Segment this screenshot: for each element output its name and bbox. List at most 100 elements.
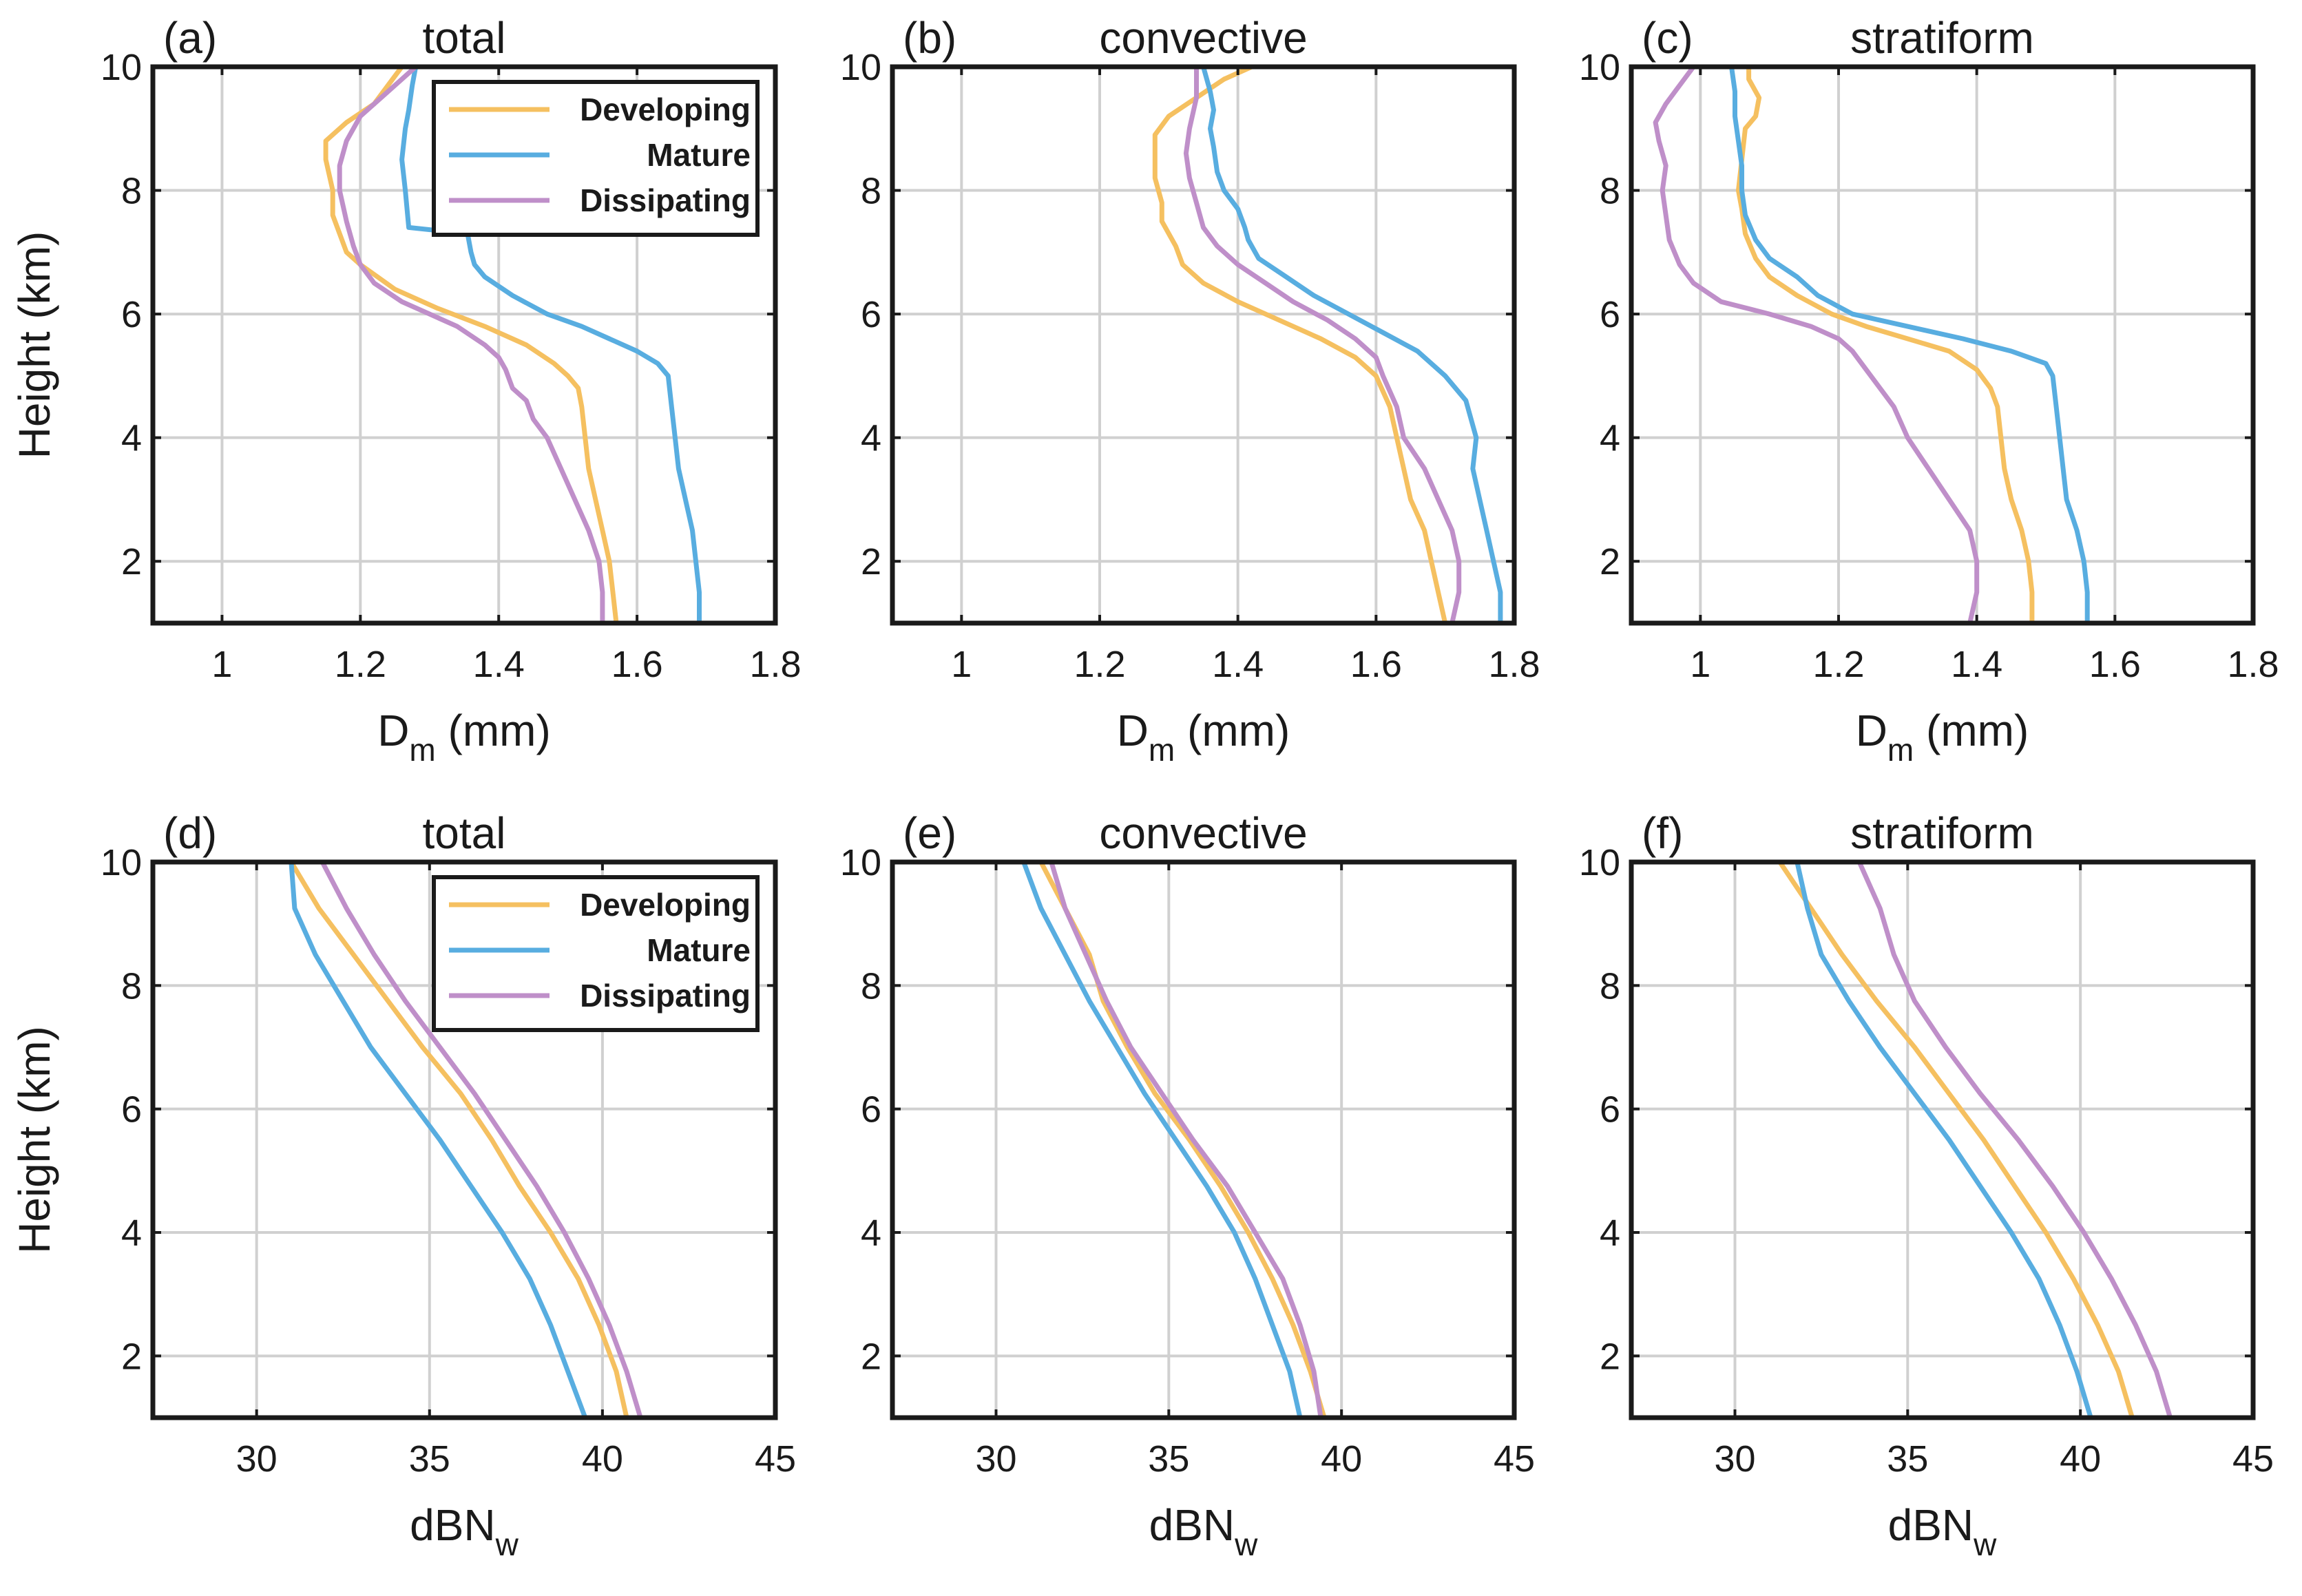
y-tick-label: 8 xyxy=(121,171,142,212)
panel-f: 30 35 40 45 2 4 6 8 10 (f) stratiform dBNw xyxy=(1579,808,2274,1562)
x-axis-label: dBNw xyxy=(1149,1500,1259,1562)
y-axis-label: Height (km) xyxy=(10,1026,59,1254)
x-tick-label: 30 xyxy=(236,1438,278,1480)
x-axis-label: Dm (mm) xyxy=(377,706,551,768)
panel-title: total xyxy=(423,808,506,858)
y-tick-label: 6 xyxy=(861,1089,881,1131)
x-tick-label: 40 xyxy=(1321,1438,1362,1480)
x-axis-label: dBNw xyxy=(1888,1500,1998,1562)
panel-label: (d) xyxy=(163,808,217,858)
y-tick-label: 6 xyxy=(1600,294,1620,335)
y-tick-label: 4 xyxy=(861,1212,881,1254)
x-tick-label: 1 xyxy=(1690,644,1710,685)
plot-area xyxy=(1631,862,2253,1418)
x-tick-label: 1.6 xyxy=(2089,644,2141,685)
x-tick-label: 40 xyxy=(2060,1438,2101,1480)
panel-a: 1 1.2 1.4 1.6 1.8 2 4 6 8 10 (a) total Dm (mm) Height… xyxy=(10,13,802,768)
series-line-mature xyxy=(289,859,588,1420)
series-line-developing xyxy=(289,859,629,1420)
legend-label-dissipating: Dissipating xyxy=(580,182,751,218)
series-line-mature xyxy=(399,64,702,626)
panel-e: 30 35 40 45 2 4 6 8 10 (e) convective dBNw xyxy=(840,808,1535,1562)
y-tick-label: 10 xyxy=(1579,47,1620,88)
x-tick-label: 1.8 xyxy=(2227,644,2279,685)
axes-frame xyxy=(150,859,778,1420)
x-tick-label: 1 xyxy=(951,644,972,685)
plot-area xyxy=(892,862,1514,1418)
y-tick-label: 10 xyxy=(840,842,881,883)
x-tick-label: 45 xyxy=(1494,1438,1535,1480)
x-tick-label: 45 xyxy=(2232,1438,2274,1480)
y-tick-label: 6 xyxy=(121,1089,142,1131)
plot-area xyxy=(1631,67,2253,623)
panel-label: (a) xyxy=(163,13,217,63)
y-tick-label: 6 xyxy=(1600,1089,1620,1131)
y-tick-label: 2 xyxy=(1600,1336,1620,1377)
y-tick-label: 8 xyxy=(1600,965,1620,1007)
y-tick-label: 10 xyxy=(1579,842,1620,883)
x-tick-label: 1.2 xyxy=(1074,644,1125,685)
series-line-mature xyxy=(1021,859,1303,1420)
legend-label-developing: Developing xyxy=(580,92,751,127)
y-tick-label: 2 xyxy=(121,1336,142,1377)
y-tick-label: 2 xyxy=(1600,541,1620,582)
y-tick-label: 4 xyxy=(1600,1212,1620,1254)
legend: Developing Mature Dissipating xyxy=(432,80,760,237)
x-axis-label: Dm (mm) xyxy=(1856,706,2029,768)
series-line-dissipating xyxy=(337,64,605,626)
y-tick-label: 10 xyxy=(101,47,142,88)
y-tick-label: 8 xyxy=(861,171,881,212)
series-line-dissipating xyxy=(1856,859,2173,1420)
series-line-developing xyxy=(1038,859,1327,1420)
x-tick-label: 1.2 xyxy=(335,644,386,685)
panel-title: convective xyxy=(1099,13,1307,63)
y-axis-label: Height (km) xyxy=(10,231,59,459)
y-tick-label: 8 xyxy=(121,965,142,1007)
panel-title: convective xyxy=(1099,808,1307,858)
x-tick-label: 45 xyxy=(755,1438,796,1480)
legend-label-mature: Mature xyxy=(647,137,751,173)
x-tick-label: 35 xyxy=(1148,1438,1189,1480)
x-tick-label: 35 xyxy=(409,1438,450,1480)
series-line-dissipating xyxy=(320,859,643,1420)
y-tick-label: 8 xyxy=(1600,171,1620,212)
series-line-mature xyxy=(1201,64,1503,626)
panel-b: 1 1.2 1.4 1.6 1.8 2 4 6 8 10 (b) convective Dm (mm) xyxy=(840,13,1540,768)
series-line-developing xyxy=(1777,859,2135,1420)
x-axis-label: Dm (mm) xyxy=(1117,706,1290,768)
axes-frame xyxy=(150,64,778,626)
y-tick-label: 6 xyxy=(121,294,142,335)
x-tick-label: 1.4 xyxy=(1951,644,2002,685)
y-tick-label: 2 xyxy=(121,541,142,582)
panel-c: 1 1.2 1.4 1.6 1.8 2 4 6 8 10 (c) stratiform Dm (mm) xyxy=(1579,13,2279,768)
y-tick-label: 4 xyxy=(121,1212,142,1254)
x-tick-label: 1.2 xyxy=(1812,644,1864,685)
x-tick-label: 30 xyxy=(975,1438,1016,1480)
legend-label-dissipating: Dissipating xyxy=(580,978,751,1014)
axes-frame xyxy=(1629,64,2256,626)
x-tick-label: 1.8 xyxy=(1488,644,1540,685)
axes-frame xyxy=(890,64,1517,626)
y-tick-label: 2 xyxy=(861,1336,881,1377)
series-line-dissipating xyxy=(1653,64,1980,626)
panel-label: (e) xyxy=(903,808,956,858)
panel-label: (b) xyxy=(903,13,956,63)
y-tick-label: 10 xyxy=(840,47,881,88)
y-tick-label: 10 xyxy=(101,842,142,883)
legend: Developing Mature Dissipating xyxy=(432,875,760,1032)
x-tick-label: 1.6 xyxy=(611,644,663,685)
series-line-dissipating xyxy=(1183,64,1462,626)
y-tick-label: 8 xyxy=(861,965,881,1007)
x-tick-label: 1.8 xyxy=(749,644,801,685)
legend-label-developing: Developing xyxy=(580,887,751,923)
x-tick-label: 1.4 xyxy=(473,644,525,685)
series-line-developing xyxy=(1152,64,1448,626)
x-axis-label: dBNw xyxy=(410,1500,519,1562)
series-line-dissipating xyxy=(1049,859,1323,1420)
panel-d: 30 35 40 45 2 4 6 8 10 (d) total dBNw Height (km) Dev… xyxy=(10,808,796,1562)
x-tick-label: 1 xyxy=(211,644,232,685)
panel-title: total xyxy=(423,13,506,63)
x-tick-label: 30 xyxy=(1714,1438,1755,1480)
panel-title: stratiform xyxy=(1850,808,2034,858)
